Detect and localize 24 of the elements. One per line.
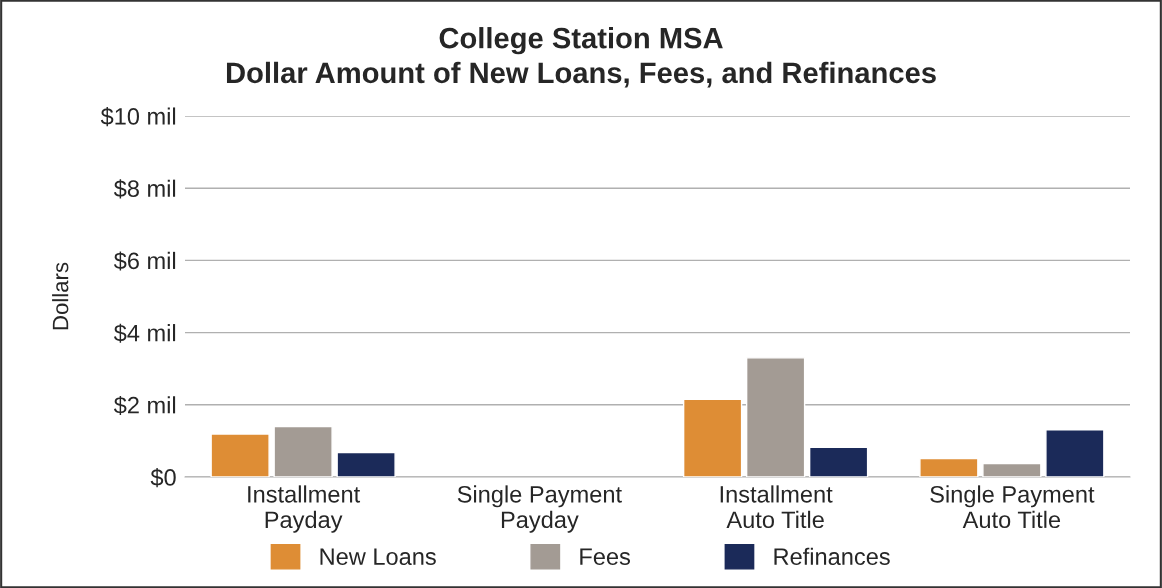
bar [1045, 429, 1105, 477]
y-tick-label: $6 mil [113, 251, 176, 271]
bar [808, 446, 869, 477]
y-axis-title: Dollars [52, 262, 69, 330]
y-tick-label: $0 [150, 468, 176, 488]
bar [745, 357, 806, 477]
legend-label: Refinances [774, 547, 890, 566]
x-tick-label: Installment Auto Title [720, 485, 833, 529]
x-tick-label: Installment Payday [248, 485, 361, 533]
bar [210, 433, 270, 477]
chart-title: College Station MSA Dollar Amount of New Loans, Fees, and Refinances [226, 27, 936, 88]
x-tick-label: Single Payment Payday [457, 485, 622, 533]
bar [982, 462, 1042, 477]
x-tick-label: Single Payment Auto Title [930, 485, 1095, 529]
y-tick-label: $8 mil [113, 179, 176, 199]
bar [919, 457, 979, 477]
legend-label: New Loans [320, 548, 436, 566]
legend-label: Fees [580, 548, 631, 566]
bar [273, 425, 333, 477]
y-tick-label: $10 mil [100, 107, 176, 127]
y-tick-label: $2 mil [113, 395, 176, 415]
y-tick-label: $4 mil [113, 323, 176, 343]
bar [682, 398, 743, 477]
bar [336, 451, 396, 477]
